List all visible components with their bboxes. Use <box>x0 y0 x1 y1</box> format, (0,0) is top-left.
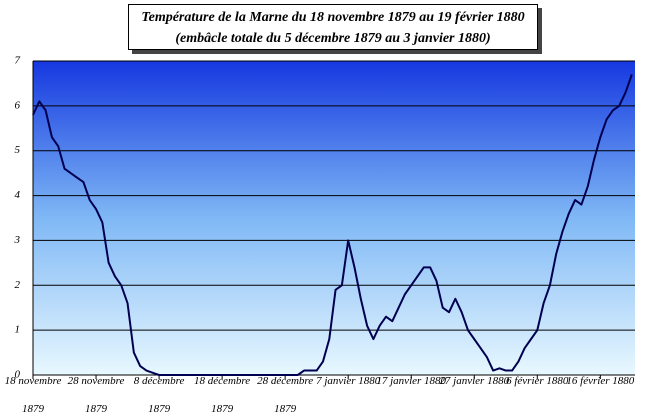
line <box>32 74 633 376</box>
y-tick-label: 2 <box>15 279 21 291</box>
x-tick-label: 18 décembre 1879 <box>194 375 251 415</box>
y-tick-label: 7 <box>15 55 21 67</box>
x-tick-label: 18 novembre 1879 <box>4 375 62 415</box>
x-tick-label: 28 décembre 1879 <box>257 375 314 415</box>
x-tick-label: 28 novembre 1879 <box>67 375 125 415</box>
y-tick-label: 6 <box>15 99 21 111</box>
y-tick-label: 5 <box>15 144 21 156</box>
y-tick-label: 4 <box>15 189 21 201</box>
x-tick-label: 7 janvier 1880 <box>316 375 381 387</box>
y-tick-label: 1 <box>15 324 21 336</box>
plot-area <box>33 61 635 375</box>
title-box: Température de la Marne du 18 novembre 1… <box>128 4 538 50</box>
y-tick-label: 3 <box>14 234 21 246</box>
x-tick-label: 8 décembre 1879 <box>133 375 185 415</box>
x-tick-label: 6 février 1880 <box>506 375 569 387</box>
chart-title: Température de la Marne du 18 novembre 1… <box>141 10 525 25</box>
x-tick-label: 16 février 1880 <box>566 375 635 387</box>
y-tick-label: 0 <box>15 369 21 381</box>
x-tick-label: 17 janvier 1880 <box>376 375 447 387</box>
x-tick-label: 27 janvier 1880 <box>439 375 510 387</box>
chart-subtitle: (embâcle totale du 5 décembre 1879 au 3 … <box>175 31 491 46</box>
